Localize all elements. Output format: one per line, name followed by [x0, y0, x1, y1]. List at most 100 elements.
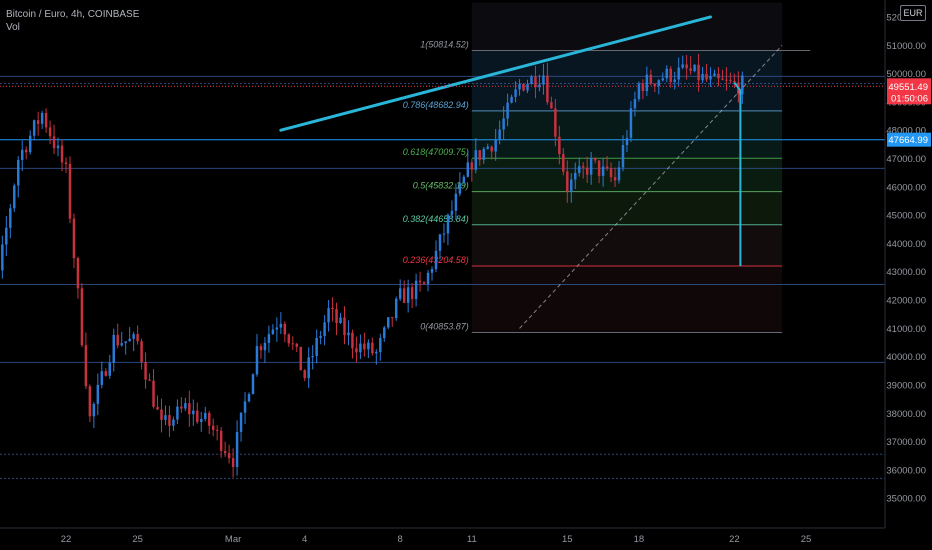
candle-body: [21, 149, 24, 160]
candle-body: [383, 327, 386, 339]
candle-body: [331, 308, 334, 310]
last-price-tag: [887, 78, 931, 105]
price-tick-label: 37000.00: [886, 437, 926, 448]
fib-top-shade: [471, 2, 783, 51]
candle-body: [247, 394, 251, 402]
candle-body: [311, 356, 314, 358]
time-tick-label: 25: [132, 534, 143, 545]
candle-body: [96, 384, 100, 404]
candle-body: [243, 401, 247, 413]
trendline: [279, 15, 713, 132]
time-tick-label: 25: [801, 534, 812, 545]
candle-body: [17, 159, 20, 186]
candle-body: [482, 148, 485, 160]
candle-body: [693, 64, 696, 72]
candle-body: [450, 210, 454, 215]
candle-body: [661, 78, 665, 81]
candle-body: [613, 177, 617, 181]
candle-body: [180, 406, 183, 409]
candle-body: [24, 149, 28, 153]
price-tick-label: 38000.00: [886, 409, 926, 420]
candle-body: [76, 258, 80, 289]
candle-body: [494, 139, 497, 152]
candle-body: [152, 380, 155, 407]
price-tick-label: 44000.00: [886, 239, 926, 250]
candle-body: [363, 343, 366, 350]
price-tick-label: 47000.00: [886, 154, 926, 165]
candle-body: [92, 403, 96, 417]
candle-body: [355, 348, 358, 353]
candle-body: [729, 79, 732, 81]
candle-body: [550, 102, 553, 109]
candle-body: [522, 84, 525, 91]
candle-body: [629, 108, 633, 138]
volume-indicator-label[interactable]: Vol: [6, 22, 20, 33]
candle-body: [641, 83, 645, 92]
candle-body: [546, 75, 549, 103]
candle-body: [697, 64, 700, 81]
candle-body: [478, 150, 481, 160]
candle-body: [184, 403, 187, 409]
time-tick-label: 22: [729, 534, 740, 545]
candle-body: [681, 64, 684, 68]
candle-body: [188, 403, 191, 415]
candle-body: [414, 280, 418, 299]
candle-body: [430, 269, 434, 273]
candle-body: [13, 185, 16, 209]
candle-body: [442, 233, 446, 235]
fib-level-label: 0.618(47009.75): [403, 147, 469, 157]
symbol-title[interactable]: Bitcoin / Euro, 4h, COINBASE: [6, 9, 140, 20]
candle-body: [570, 179, 573, 192]
candle-body: [347, 332, 350, 336]
price-tick-label: 40000.00: [886, 352, 926, 363]
candle-body: [315, 337, 318, 357]
fib-zone: [471, 224, 783, 266]
candle-body: [48, 127, 52, 137]
time-tick-label: 15: [562, 534, 573, 545]
candle-body: [454, 193, 458, 211]
price-tick-label: 41000.00: [886, 324, 926, 335]
candle-body: [56, 145, 60, 149]
candle-body: [80, 288, 84, 346]
candle-body: [371, 342, 374, 354]
candle-body: [28, 135, 32, 153]
candle-body: [172, 419, 175, 426]
candle-body: [307, 357, 310, 379]
candle-body: [219, 430, 223, 451]
candle-body: [514, 89, 517, 97]
candle-body: [239, 412, 243, 432]
candle-body: [701, 73, 704, 81]
candle-body: [299, 346, 302, 371]
candle-body: [458, 182, 462, 194]
price-tick-label: 43000.00: [886, 267, 926, 278]
time-tick-label: 22: [61, 534, 72, 545]
candle-body: [275, 327, 279, 330]
candle-body: [721, 78, 724, 80]
candle-body: [84, 345, 88, 387]
candle-body: [625, 137, 629, 146]
candle-body: [9, 208, 12, 228]
candle-body: [148, 379, 151, 381]
level-price-label: 47664.99: [888, 135, 928, 146]
candle-body: [251, 374, 255, 395]
candle-body: [211, 425, 215, 430]
candle-body: [466, 162, 470, 177]
candle-body: [534, 76, 537, 88]
candle-body: [486, 146, 489, 149]
currency-button[interactable]: EUR: [900, 5, 926, 21]
candle-body: [506, 102, 509, 119]
candle-body: [717, 73, 720, 79]
candle-body: [689, 68, 692, 72]
candle-body: [36, 120, 40, 124]
price-tick-label: 50000.00: [886, 69, 926, 80]
candle-body: [542, 75, 545, 85]
candle-body: [510, 96, 513, 103]
candle-body: [343, 317, 346, 336]
candle-body: [367, 342, 370, 350]
candle-body: [669, 68, 672, 83]
candle-body: [633, 98, 637, 109]
candle-body: [40, 112, 44, 124]
candle-body: [558, 136, 561, 155]
price-tick-label: 39000.00: [886, 380, 926, 391]
